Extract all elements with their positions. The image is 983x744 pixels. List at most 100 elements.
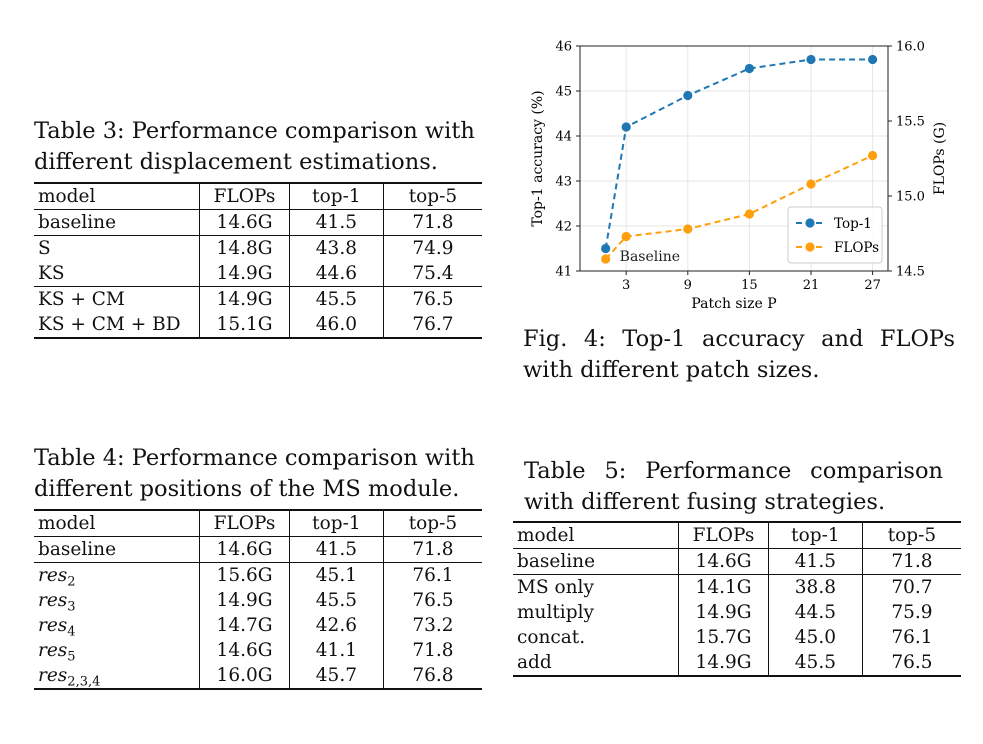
column-header: model [34, 509, 200, 537]
model-cell: baseline [38, 539, 117, 560]
column-header: FLOPs [199, 509, 290, 537]
table-row: concat. 15.7G 45.0 76.1 [513, 625, 961, 650]
x-tick-label: 3 [622, 278, 630, 293]
series-line-top-1 [604, 58, 873, 249]
x-tick-label: 21 [803, 278, 820, 293]
value-cell: 38.8 [767, 574, 863, 600]
data-point-flops [601, 254, 611, 264]
model-subscript: 5 [67, 649, 76, 665]
model-cell: baseline [517, 551, 596, 572]
value-cell: 76.8 [382, 663, 482, 690]
value-cell: 15.1G [199, 312, 290, 339]
legend-label: Top-1 [834, 216, 872, 232]
value-cell: 14.1G [678, 574, 769, 600]
data-point-top-1 [744, 63, 754, 74]
table-row: S 14.8G 43.8 74.9 [34, 235, 482, 261]
table-row: res2,3,4 16.0G 45.7 76.8 [34, 663, 482, 690]
model-cell: baseline [38, 212, 117, 233]
table4: model FLOPs top-1 top-5 baseline 14.6G 41.5 71.… [34, 509, 482, 690]
table-row: multiply 14.9G 44.5 75.9 [513, 600, 961, 625]
value-cell: 73.2 [382, 613, 482, 638]
value-cell: 14.6G [199, 209, 290, 236]
caption-line: with different fusing strategies. [524, 489, 886, 515]
fig4-chart: 3 9 15 21 27 41 42 43 44 45 46 14.5 15.0 15.5 16.0 Patc… [530, 40, 948, 313]
data-point-top-1 [601, 243, 611, 254]
data-point-flops [744, 209, 754, 219]
value-cell: 43.8 [288, 235, 384, 261]
value-cell: 45.0 [767, 625, 863, 650]
value-cell: 41.5 [767, 548, 863, 575]
legend-marker [805, 242, 815, 252]
value-cell: 45.5 [288, 286, 384, 312]
model-name: res [38, 565, 68, 586]
value-cell: 45.1 [288, 562, 384, 588]
model-subscript: 2 [67, 574, 76, 590]
column-header: top-5 [382, 509, 482, 537]
value-cell: 44.6 [288, 261, 384, 287]
y-tick-label: 42 [555, 220, 572, 235]
caption-line: different displacement estimations. [34, 149, 438, 175]
column-header: top-1 [288, 509, 384, 537]
caption-line: Table 5: Performance comparison [524, 458, 943, 484]
model-name: res [38, 615, 68, 636]
value-cell: 14.9G [199, 588, 290, 613]
value-cell: 45.5 [767, 650, 863, 677]
data-point-flops [868, 150, 878, 161]
x-tick-label: 27 [864, 278, 881, 293]
value-cell: 44.5 [767, 600, 863, 625]
column-header: top-1 [767, 521, 863, 549]
y-tick-label: 45 [555, 85, 572, 100]
value-cell: 14.6G [678, 548, 769, 575]
y-tick-label: 43 [555, 175, 572, 190]
value-cell: 14.9G [678, 650, 769, 677]
y-axis-label: Top-1 accuracy (%) [530, 90, 546, 226]
model-subscript: 2,3,4 [67, 674, 101, 690]
value-cell: 14.9G [678, 600, 769, 625]
model-cell: res4 [34, 613, 200, 640]
value-cell: 45.5 [288, 588, 384, 613]
table5-caption: Table 5: Performance comparison with dif… [524, 456, 943, 518]
table-row: KS + CM 14.9G 45.5 76.5 [34, 286, 482, 312]
data-point-flops [621, 231, 631, 242]
data-point-flops [806, 179, 816, 189]
column-header: FLOPs [678, 521, 769, 549]
column-header: model [513, 521, 679, 549]
series-line-flops [604, 154, 874, 260]
table-row: baseline 14.6G 41.5 71.8 [34, 536, 482, 563]
model-subscript: 3 [67, 599, 76, 615]
baseline-annotation: Baseline [620, 249, 680, 265]
table5: model FLOPs top-1 top-5 baseline 14.6G 41.5 71.… [513, 521, 961, 677]
model-subscript: 4 [67, 624, 76, 640]
column-header: model [34, 182, 200, 210]
value-cell: 70.7 [861, 574, 961, 600]
model-name: res [38, 640, 68, 661]
table-row: KS + CM + BD 15.1G 46.0 76.7 [34, 312, 482, 339]
value-cell: 14.8G [199, 235, 290, 261]
value-cell: 41.5 [288, 209, 384, 236]
data-point-top-1 [868, 54, 878, 65]
model-cell: KS [38, 263, 65, 284]
value-cell: 76.1 [382, 562, 482, 588]
value-cell: 71.8 [382, 638, 482, 663]
value-cell: 75.4 [382, 261, 482, 287]
fig4-caption: Fig. 4: Top-1 accuracy and FLOPs with di… [523, 324, 955, 386]
value-cell: 76.5 [861, 650, 961, 677]
data-point-top-1 [806, 54, 816, 65]
value-cell: 76.1 [861, 625, 961, 650]
y2-tick-label: 15.5 [896, 115, 925, 130]
caption-line: with different patch sizes. [523, 357, 820, 383]
model-cell: KS + CM [34, 286, 200, 312]
x-axis-label: Patch size P [691, 296, 776, 312]
value-cell: 15.6G [199, 562, 290, 588]
model-cell: S [34, 235, 200, 261]
model-cell: res2 [34, 562, 200, 590]
table-row: KS 14.9G 44.6 75.4 [34, 261, 482, 287]
value-cell: 41.5 [288, 536, 384, 563]
y2-axis-label: FLOPs (G) [932, 122, 948, 195]
x-tick-label: 15 [741, 278, 758, 293]
value-cell: 14.6G [199, 638, 290, 663]
legend-marker [805, 218, 815, 228]
column-header: top-1 [288, 182, 384, 210]
data-point-flops [683, 224, 693, 234]
value-cell: 15.7G [678, 625, 769, 650]
